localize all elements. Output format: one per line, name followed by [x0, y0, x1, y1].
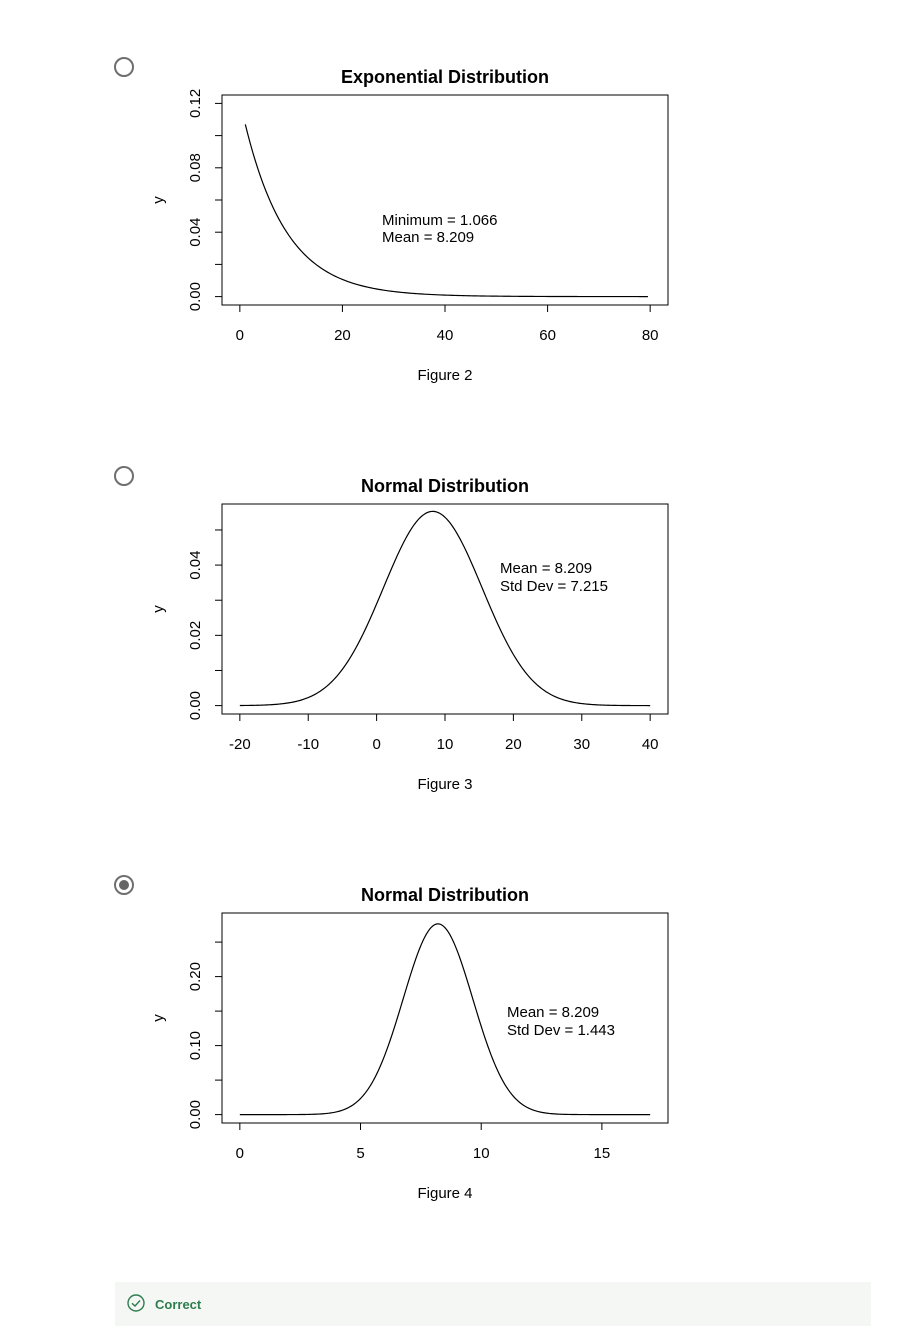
answer-option-2: Normal Distribution y -20 -10 0 10 20 30 40 0.0…	[0, 409, 901, 793]
chart-marks: -20 -10 0 10 20 30 40 0.00 0.02 0.04	[187, 510, 659, 753]
check-circle-icon	[127, 1294, 145, 1312]
chart-annotation: Mean = 8.209	[507, 1004, 599, 1021]
x-tick-label: 80	[642, 327, 659, 344]
x-tick-label: -10	[297, 736, 319, 753]
figure-caption: Figure 4	[417, 1185, 472, 1202]
figure-caption: Figure 3	[417, 776, 472, 793]
chart-title: Normal Distribution	[361, 476, 529, 496]
y-tick-label: 0.04	[187, 218, 204, 247]
chart-annotation: Std Dev = 7.215	[500, 578, 608, 595]
x-tick-label: 40	[642, 736, 659, 753]
x-tick-label: 30	[573, 736, 590, 753]
answer-option-1: Exponential Distribution y 0 20 40 60 80 0.00…	[0, 0, 901, 384]
answer-radio-1[interactable]	[114, 57, 134, 77]
y-axis-label: y	[150, 196, 167, 204]
x-tick-label: 15	[594, 1145, 611, 1162]
series-line	[244, 124, 648, 298]
x-tick-label: 0	[236, 327, 244, 344]
chart-figure-4: Normal Distribution y 0 5 10 15 0.00 0.10 0.20…	[150, 885, 669, 1202]
chart-title: Normal Distribution	[361, 885, 529, 905]
chart-marks: 0 20 40 60 80 0.00 0.04 0.08 0.12	[187, 89, 659, 344]
y-axis-label: y	[150, 605, 167, 613]
x-tick-label: 5	[356, 1145, 364, 1162]
chart-title: Exponential Distribution	[341, 67, 549, 87]
series-line	[239, 923, 651, 1116]
y-tick-label: 0.00	[187, 1100, 204, 1129]
answer-radio-2[interactable]	[114, 466, 134, 486]
chart-annotation: Mean = 8.209	[500, 560, 592, 577]
radio-dot	[119, 880, 129, 890]
y-tick-label: 0.20	[187, 962, 204, 991]
chart-annotation: Mean = 8.209	[382, 229, 474, 246]
plot-frame	[221, 503, 669, 715]
y-tick-label: 0.04	[187, 550, 204, 579]
x-tick-label: 10	[437, 736, 454, 753]
chart-figure-3: Normal Distribution y -20 -10 0 10 20 30 40 0.0…	[150, 476, 669, 793]
x-tick-label: -20	[229, 736, 251, 753]
x-tick-label: 20	[334, 327, 351, 344]
y-tick-label: 0.00	[187, 691, 204, 720]
answer-option-3: Normal Distribution y 0 5 10 15 0.00 0.10 0.20…	[0, 818, 901, 1202]
answer-radio-3[interactable]	[114, 875, 134, 895]
chart-figure-2: Exponential Distribution y 0 20 40 60 80 0.00…	[150, 67, 669, 384]
x-tick-label: 0	[372, 736, 380, 753]
y-tick-label: 0.02	[187, 621, 204, 650]
feedback-label: Correct	[155, 1297, 202, 1312]
feedback-banner: Correct	[115, 1282, 871, 1326]
series-line	[239, 510, 651, 707]
x-tick-label: 0	[236, 1145, 244, 1162]
y-tick-label: 0.12	[187, 89, 204, 118]
plot-frame	[221, 912, 669, 1124]
chart-marks: 0 5 10 15 0.00 0.10 0.20	[187, 923, 651, 1162]
y-tick-label: 0.08	[187, 153, 204, 182]
chart-annotation: Std Dev = 1.443	[507, 1022, 615, 1039]
plot-frame	[221, 94, 669, 306]
x-tick-label: 10	[473, 1145, 490, 1162]
x-tick-label: 20	[505, 736, 522, 753]
y-tick-label: 0.00	[187, 282, 204, 311]
y-tick-label: 0.10	[187, 1031, 204, 1060]
figure-caption: Figure 2	[417, 367, 472, 384]
x-tick-label: 40	[437, 327, 454, 344]
x-tick-label: 60	[539, 327, 556, 344]
chart-annotation: Minimum = 1.066	[382, 212, 497, 229]
y-axis-label: y	[150, 1014, 167, 1022]
